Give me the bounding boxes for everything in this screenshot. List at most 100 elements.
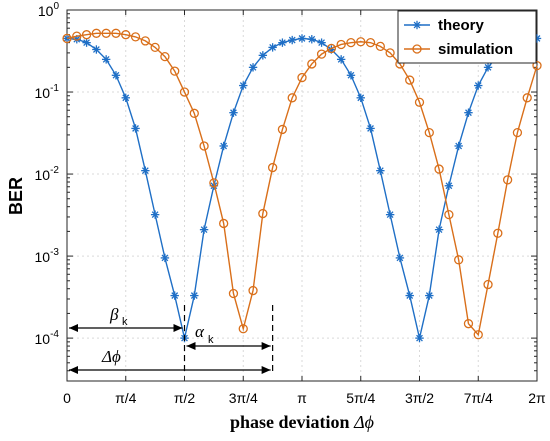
- simulation-point: [248, 285, 258, 296]
- theory-point: [346, 71, 356, 80]
- simulation-point: [81, 30, 92, 40]
- x-tick-label: 3π/2: [405, 390, 434, 406]
- simulation-point: [502, 175, 513, 185]
- theory-point: [258, 51, 268, 60]
- simulation-point: [356, 37, 366, 47]
- theory-point: [111, 71, 121, 80]
- simulation-point: [512, 127, 523, 138]
- simulation-point: [346, 37, 356, 48]
- x-tick-label: π/4: [115, 390, 137, 406]
- simulation-point: [209, 178, 219, 188]
- simulation-point: [150, 42, 160, 53]
- theory-point: [190, 291, 199, 300]
- legend-marker-simulation: [412, 44, 422, 54]
- theory-point: [268, 43, 277, 52]
- theory-point: [131, 124, 140, 133]
- theory-point: [219, 141, 228, 151]
- simulation-point: [385, 48, 395, 58]
- theory-point: [444, 181, 454, 190]
- theory-line: [66, 37, 538, 339]
- simulation-point: [424, 127, 434, 138]
- simulation-point: [444, 209, 454, 220]
- simulation-point: [434, 164, 444, 174]
- simulation-point: [307, 59, 317, 69]
- x-tick-label: π: [297, 390, 307, 406]
- annotations: β k α kΔϕ: [69, 305, 274, 374]
- theory-point: [121, 93, 130, 103]
- simulation-point: [228, 288, 239, 299]
- simulation-point: [179, 87, 190, 97]
- legend: theory simulation: [397, 10, 537, 64]
- simulation-point: [199, 141, 209, 151]
- alpha-label: α: [195, 322, 205, 341]
- simulation-point: [277, 124, 288, 135]
- simulation-line: [66, 32, 538, 337]
- simulation-point: [375, 41, 385, 52]
- simulation-point: [258, 208, 268, 219]
- x-axis-label: phase deviation Δϕ: [230, 412, 374, 432]
- theory-point: [474, 81, 483, 90]
- simulation-point: [170, 66, 180, 76]
- legend-label-simulation: simulation: [438, 41, 513, 58]
- simulation-point: [326, 43, 337, 54]
- x-tick-label: 5π/4: [346, 390, 375, 406]
- legend-entry-simulation: simulation: [404, 41, 513, 58]
- x-tick-label: π/2: [174, 390, 196, 406]
- theory-point: [150, 210, 160, 219]
- theory-point: [434, 225, 444, 234]
- simulation-point: [121, 30, 131, 40]
- theory-point: [170, 291, 179, 300]
- theory-point: [405, 291, 414, 300]
- theory-point: [92, 45, 101, 54]
- y-tick-label: 10-4: [35, 329, 60, 347]
- simulation-point: [238, 324, 248, 334]
- theory-point: [288, 35, 297, 45]
- theory-point: [366, 124, 375, 133]
- legend-entry-theory: theory: [404, 17, 485, 34]
- theory-point: [229, 108, 238, 117]
- simulation-point: [483, 279, 493, 290]
- theory-point: [297, 34, 307, 43]
- y-tick-label: 10-1: [35, 83, 60, 101]
- theory-point: [395, 253, 405, 263]
- y-tick-label: 10-2: [35, 165, 60, 183]
- simulation-point: [111, 28, 121, 38]
- theory-point: [454, 141, 463, 151]
- beta-label: β: [109, 305, 119, 324]
- legend-marker-theory: [412, 20, 422, 30]
- beta-subscript: k: [122, 316, 128, 328]
- legend-box: [397, 10, 537, 64]
- simulation-point: [297, 72, 307, 83]
- theory-point: [385, 210, 395, 219]
- theory-point: [278, 38, 287, 47]
- theory-point: [336, 55, 346, 64]
- simulation-point: [336, 39, 346, 50]
- axis-ticks: 0 π/4 π/2 3π/4 π 5π/4 3π/2 7π/4 2π 100 10-1 10-2 10-…: [35, 1, 547, 406]
- theory-point: [82, 38, 91, 47]
- y-axis-label: BER: [6, 177, 26, 215]
- theory-point: [248, 63, 258, 72]
- simulation-point: [287, 93, 297, 103]
- simulation-point: [91, 28, 102, 38]
- simulation-point: [130, 32, 141, 42]
- simulation-point: [62, 33, 72, 44]
- theory-point: [317, 38, 326, 47]
- theory-point: [415, 333, 424, 343]
- theory-point: [101, 55, 111, 64]
- x-tick-label: 0: [63, 390, 71, 406]
- simulation-point: [463, 319, 474, 329]
- theory-point: [464, 108, 473, 117]
- simulation-point: [189, 108, 199, 118]
- theory-point: [307, 35, 316, 44]
- delta-phi-label: Δϕ: [101, 347, 121, 366]
- alpha-subscript: k: [208, 334, 214, 346]
- simulation-point: [160, 51, 170, 62]
- series-simulation: [62, 28, 542, 340]
- simulation-point: [532, 60, 542, 71]
- simulation-point: [316, 49, 327, 59]
- simulation-point: [101, 28, 111, 38]
- simulation-point: [493, 228, 503, 238]
- theory-point: [239, 81, 248, 90]
- theory-point: [141, 166, 150, 175]
